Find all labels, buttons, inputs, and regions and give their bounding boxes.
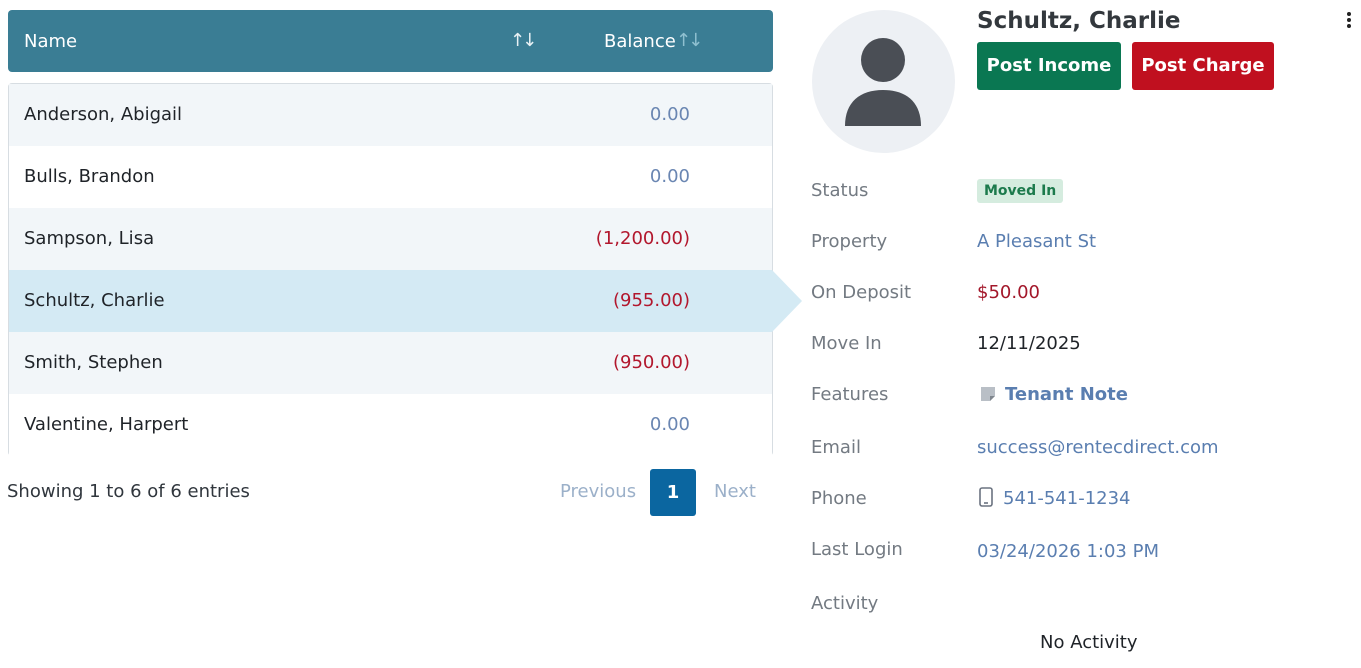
tenant-name-cell: Sampson, Lisa xyxy=(24,228,155,249)
table-row[interactable]: Sampson, Lisa (1,200.00) xyxy=(9,208,772,270)
tenant-note-link[interactable]: Tenant Note xyxy=(979,384,1128,405)
tenant-name-cell: Schultz, Charlie xyxy=(24,290,165,311)
balance-cell: (1,200.00) xyxy=(595,228,690,249)
more-options-icon[interactable] xyxy=(1340,10,1358,32)
column-header-balance[interactable]: Balance xyxy=(604,31,676,52)
table-row[interactable]: Smith, Stephen (950.00) xyxy=(9,332,772,394)
email-label: Email xyxy=(811,437,861,458)
phone-number: 541-541-1234 xyxy=(1003,488,1131,509)
tenant-name-cell: Anderson, Abigail xyxy=(24,104,183,125)
page-1-button[interactable]: 1 xyxy=(650,469,696,516)
phone-link[interactable]: 541-541-1234 xyxy=(979,487,1131,509)
last-login-value[interactable]: 03/24/2026 1:03 PM xyxy=(977,541,1159,562)
tenant-title: Schultz, Charlie xyxy=(977,8,1181,34)
tenant-table: Anderson, Abigail 0.00 Bulls, Brandon 0.… xyxy=(8,83,802,456)
post-income-button[interactable]: Post Income xyxy=(977,42,1121,90)
table-row[interactable]: Valentine, Harpert 0.00 xyxy=(9,394,772,456)
tenant-note-label: Tenant Note xyxy=(1005,384,1128,405)
move-in-value: 12/11/2025 xyxy=(977,333,1081,354)
balance-cell: (950.00) xyxy=(612,352,690,373)
sort-icon[interactable]: ↑↓ xyxy=(510,30,537,51)
property-label: Property xyxy=(811,231,888,252)
activity-label: Activity xyxy=(811,593,879,614)
deposit-label: On Deposit xyxy=(811,282,912,303)
sort-icon[interactable]: ↑↓ xyxy=(676,30,703,51)
table-row-selected[interactable]: Schultz, Charlie (955.00) xyxy=(9,270,802,332)
table-row[interactable]: Anderson, Abigail 0.00 xyxy=(9,84,772,146)
entries-info: Showing 1 to 6 of 6 entries xyxy=(7,481,250,502)
avatar xyxy=(812,10,955,153)
tenant-name-cell: Bulls, Brandon xyxy=(24,166,155,187)
last-login-label: Last Login xyxy=(811,539,903,560)
activity-empty-text: No Activity xyxy=(1040,632,1138,653)
status-label: Status xyxy=(811,180,869,201)
post-charge-button[interactable]: Post Charge xyxy=(1132,42,1274,90)
table-row[interactable]: Bulls, Brandon 0.00 xyxy=(9,146,772,208)
status-badge: Moved In xyxy=(977,179,1064,203)
balance-cell: 0.00 xyxy=(649,414,690,435)
avatar-icon xyxy=(845,38,921,126)
mobile-phone-icon xyxy=(979,487,993,507)
email-link[interactable]: success@rentecdirect.com xyxy=(977,437,1219,458)
features-label: Features xyxy=(811,384,889,405)
property-link[interactable]: A Pleasant St xyxy=(977,231,1097,252)
tenant-name-cell: Valentine, Harpert xyxy=(24,414,189,435)
column-header-name[interactable]: Name xyxy=(24,31,78,52)
deposit-value: $50.00 xyxy=(977,282,1040,303)
next-page-button[interactable]: Next xyxy=(714,481,756,502)
balance-cell: 0.00 xyxy=(649,104,690,125)
table-header: Name ↑↓ Balance ↑↓ xyxy=(8,10,773,72)
note-icon xyxy=(981,387,995,401)
phone-label: Phone xyxy=(811,488,867,509)
balance-cell: 0.00 xyxy=(649,166,690,187)
tenant-name-cell: Smith, Stephen xyxy=(24,352,163,373)
balance-cell: (955.00) xyxy=(612,290,690,311)
move-in-label: Move In xyxy=(811,333,882,354)
previous-page-button[interactable]: Previous xyxy=(560,481,637,502)
